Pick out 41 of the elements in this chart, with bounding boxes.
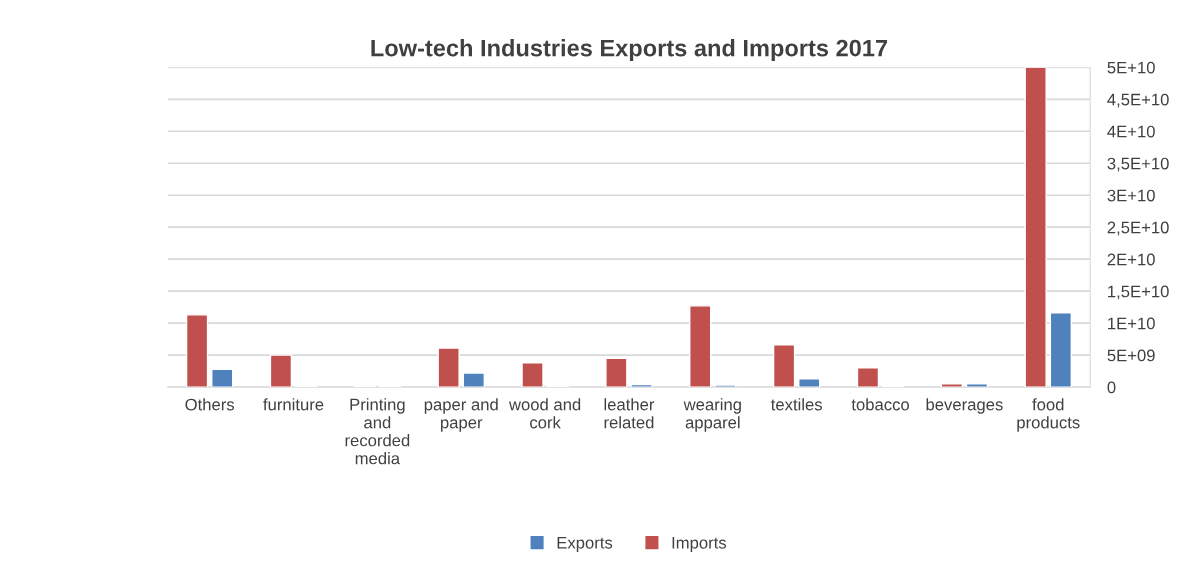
y-tick-label: 1E+10 (1108, 317, 1155, 330)
x-tick-label: food products (1017, 398, 1080, 432)
bar (462, 372, 485, 388)
y-tick-label: 5E+09 (1107, 349, 1155, 362)
x-tick-label: textiles (770, 398, 823, 411)
bar (689, 305, 712, 388)
y-tick-label: 2,5E+10 (1107, 221, 1169, 236)
x-tick-label: wood and cork (508, 398, 581, 429)
x-tick-label: beverages (926, 398, 1003, 414)
x-tick-label: Printing and recorded media (345, 398, 410, 465)
y-tick-label: 5E+10 (1107, 61, 1155, 74)
legend-label: Imports (672, 537, 727, 552)
y-tick-label: 2E+10 (1107, 253, 1155, 266)
x-tick-label: Others (185, 398, 235, 411)
bar (185, 314, 209, 388)
y-tick-label: 1,5E+10 (1108, 285, 1169, 300)
bar (1049, 312, 1073, 388)
bar (940, 383, 963, 388)
y-tick-label: 3E+10 (1107, 189, 1155, 202)
bar (211, 368, 234, 388)
x-tick-label: paper and paper (424, 398, 498, 432)
x-tick-label: wearing apparel (683, 398, 741, 432)
x-tick-label: leather related (604, 398, 655, 429)
bar (856, 367, 880, 388)
bar (965, 383, 989, 388)
bar (1024, 67, 1047, 388)
bar (798, 378, 821, 388)
bar (269, 354, 293, 388)
x-tick-label: furniture (263, 398, 324, 411)
legend-label: Exports (557, 537, 613, 552)
y-tick-label: 4,5E+10 (1107, 93, 1169, 108)
bar (521, 362, 544, 388)
bar (437, 347, 460, 388)
x-tick-label: tobacco (851, 398, 910, 411)
y-tick-label: 3,5E+10 (1107, 157, 1169, 172)
y-tick-label: 0 (1107, 381, 1116, 394)
y-tick-label: 4E+10 (1107, 125, 1155, 138)
bar (772, 344, 796, 388)
bar (630, 383, 653, 388)
chart-title: Low-tech Industries Exports and Imports 2017 (371, 39, 888, 62)
bar (605, 357, 628, 388)
